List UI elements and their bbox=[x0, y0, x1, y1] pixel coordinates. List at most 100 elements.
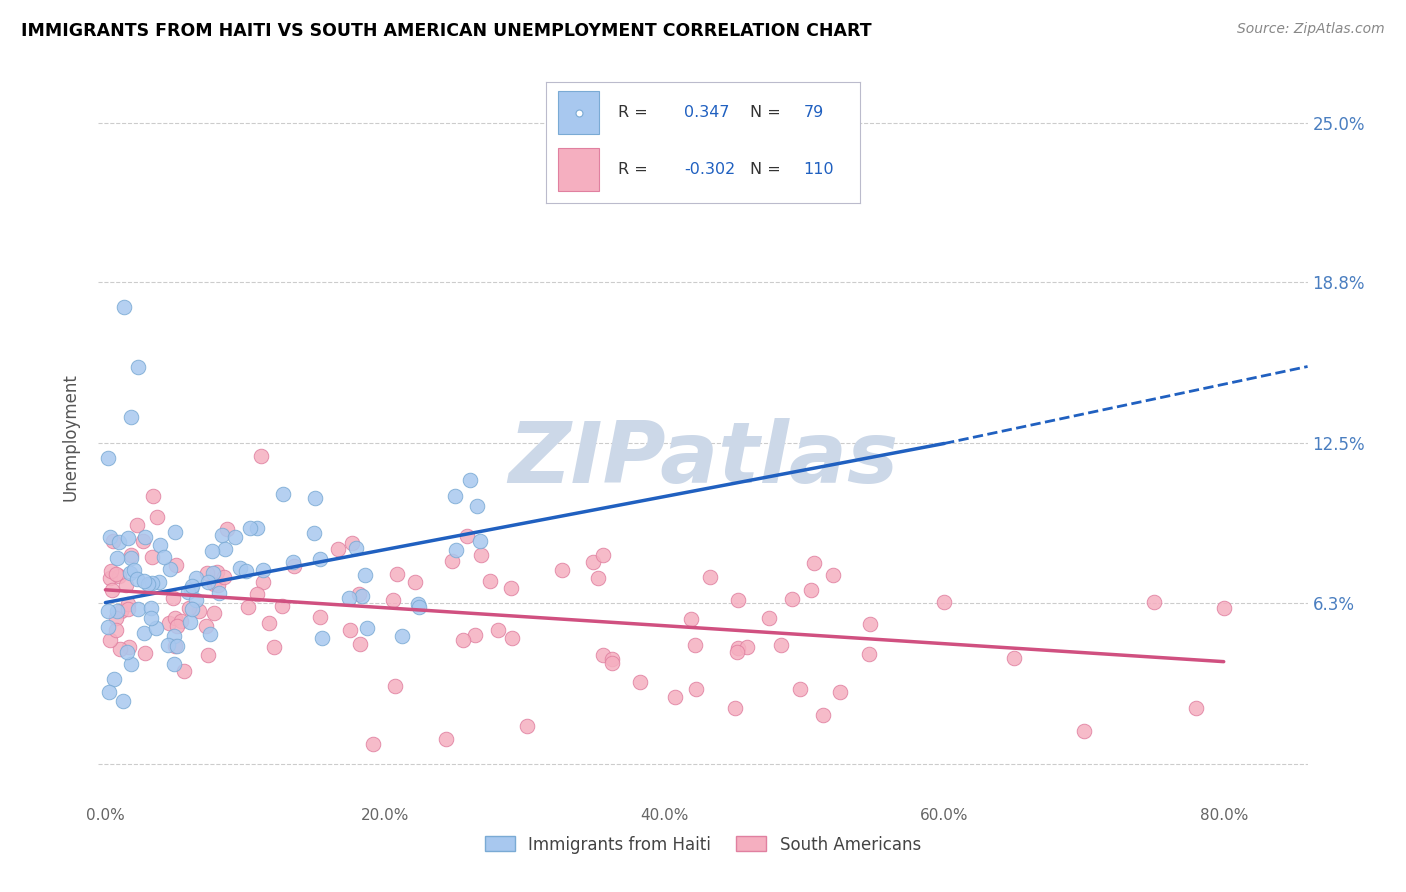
Point bbox=[118, 640, 141, 654]
Point bbox=[110, 603, 132, 617]
Point bbox=[163, 611, 186, 625]
Point bbox=[127, 602, 149, 616]
Point bbox=[859, 616, 882, 631]
Point bbox=[120, 548, 142, 562]
Point bbox=[117, 601, 139, 615]
Point bbox=[246, 587, 269, 601]
Point bbox=[281, 555, 304, 569]
Point bbox=[309, 552, 332, 566]
Point bbox=[236, 599, 259, 614]
Point bbox=[211, 528, 233, 542]
Point bbox=[207, 578, 229, 592]
Point bbox=[141, 610, 163, 624]
Point bbox=[385, 566, 408, 581]
Point bbox=[202, 607, 225, 621]
Point bbox=[308, 610, 330, 624]
Point bbox=[162, 657, 184, 671]
Point bbox=[683, 638, 706, 652]
Point bbox=[384, 679, 406, 693]
Point bbox=[197, 648, 219, 662]
Point bbox=[115, 645, 138, 659]
Point bbox=[120, 566, 142, 581]
Point bbox=[212, 570, 235, 584]
Point bbox=[782, 591, 804, 606]
Point bbox=[727, 593, 749, 607]
Point bbox=[408, 599, 430, 614]
Point bbox=[97, 450, 120, 465]
Point bbox=[166, 639, 188, 653]
Point bbox=[408, 597, 430, 611]
Point bbox=[159, 561, 181, 575]
Point bbox=[157, 615, 180, 630]
Point bbox=[201, 543, 224, 558]
Point bbox=[165, 558, 187, 573]
Point bbox=[1073, 723, 1095, 738]
Point bbox=[311, 631, 333, 645]
Point bbox=[177, 601, 200, 615]
Y-axis label: Unemployment: Unemployment bbox=[62, 373, 80, 501]
Point bbox=[1143, 595, 1166, 609]
Point bbox=[127, 572, 149, 586]
Point bbox=[180, 582, 202, 597]
Point bbox=[501, 631, 523, 645]
Point bbox=[184, 593, 207, 607]
Point bbox=[326, 542, 349, 557]
Point bbox=[97, 684, 120, 698]
Point bbox=[239, 521, 262, 535]
Point bbox=[165, 640, 187, 654]
Point bbox=[120, 550, 142, 565]
Point bbox=[173, 664, 195, 678]
Point bbox=[169, 614, 191, 628]
Point bbox=[465, 499, 488, 513]
Point bbox=[550, 563, 572, 577]
Point bbox=[117, 531, 139, 545]
Point bbox=[205, 566, 228, 580]
Point bbox=[600, 656, 623, 670]
Point bbox=[257, 615, 280, 630]
Legend: Immigrants from Haiti, South Americans: Immigrants from Haiti, South Americans bbox=[478, 829, 928, 860]
Point bbox=[679, 612, 702, 626]
Text: Source: ZipAtlas.com: Source: ZipAtlas.com bbox=[1237, 22, 1385, 37]
Point bbox=[434, 731, 457, 746]
Point bbox=[98, 531, 121, 545]
Point bbox=[811, 708, 834, 723]
Point bbox=[108, 641, 131, 656]
Point bbox=[592, 548, 614, 562]
Point bbox=[349, 637, 371, 651]
Point bbox=[148, 575, 170, 590]
Point bbox=[127, 517, 149, 532]
Point bbox=[582, 555, 605, 569]
Point bbox=[180, 602, 202, 616]
Point bbox=[789, 682, 811, 697]
Point bbox=[134, 574, 156, 589]
Point bbox=[344, 541, 367, 556]
Point bbox=[456, 529, 478, 543]
Point bbox=[602, 652, 624, 666]
Point bbox=[115, 578, 138, 592]
Point bbox=[162, 591, 184, 605]
Point bbox=[142, 489, 165, 503]
Point bbox=[685, 681, 707, 696]
Point bbox=[249, 450, 271, 464]
Point bbox=[479, 574, 502, 588]
Point bbox=[101, 533, 124, 548]
Point bbox=[803, 556, 825, 570]
Point bbox=[628, 674, 651, 689]
Point bbox=[112, 301, 135, 315]
Point bbox=[177, 585, 200, 599]
Point bbox=[197, 575, 219, 590]
Point bbox=[134, 530, 156, 544]
Point bbox=[117, 597, 139, 611]
Point bbox=[727, 641, 749, 656]
Point bbox=[252, 563, 274, 577]
Point bbox=[725, 645, 748, 659]
Point bbox=[198, 627, 221, 641]
Point bbox=[361, 737, 384, 751]
Point bbox=[153, 550, 176, 565]
Point bbox=[441, 554, 464, 568]
Point bbox=[828, 684, 851, 698]
Text: IMMIGRANTS FROM HAITI VS SOUTH AMERICAN UNEMPLOYMENT CORRELATION CHART: IMMIGRANTS FROM HAITI VS SOUTH AMERICAN … bbox=[21, 22, 872, 40]
Point bbox=[187, 604, 209, 618]
Point bbox=[134, 646, 156, 660]
Point bbox=[105, 604, 128, 618]
